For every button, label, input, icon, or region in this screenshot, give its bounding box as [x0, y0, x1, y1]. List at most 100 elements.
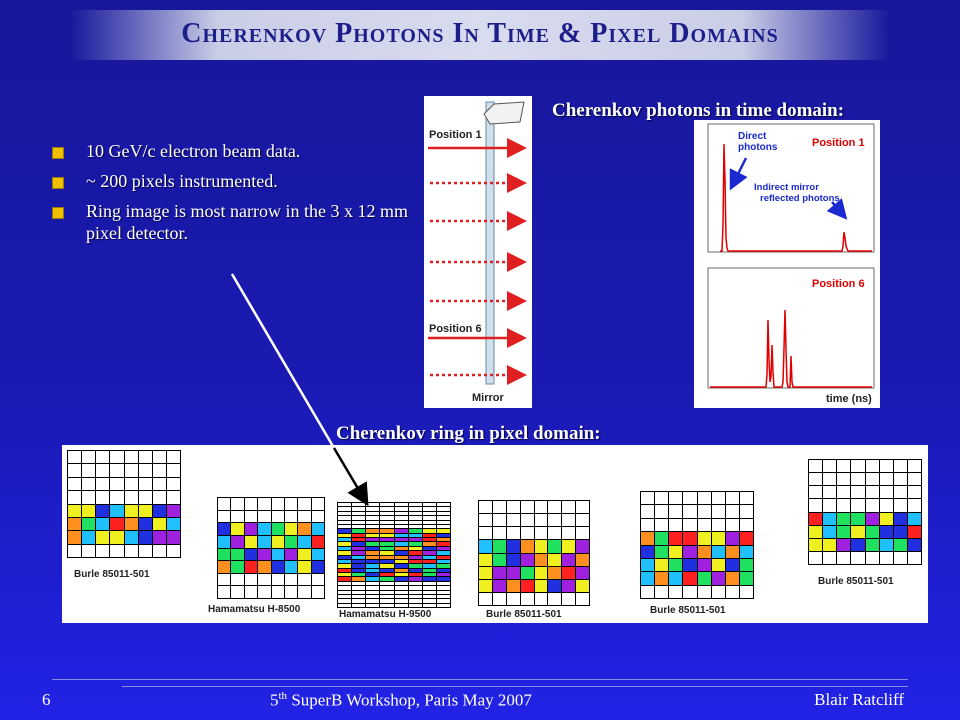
pixel-cell: [231, 498, 244, 510]
pixel-cell: [338, 524, 352, 529]
pixel-cell: [231, 548, 244, 561]
pixel-cell: [366, 551, 380, 555]
pixel-cell: [879, 486, 893, 499]
pixel-cell: [380, 538, 394, 542]
top-hist-series: [720, 143, 872, 252]
pixel-cell: [352, 542, 366, 546]
pixel-cell: [96, 477, 110, 491]
radiator-bar-diagram: Position 1 Position 6 Mirror: [428, 101, 527, 404]
pixel-cell: [352, 516, 366, 520]
pixel-cell: [436, 603, 450, 607]
pixel-cell: [68, 451, 82, 464]
pixel-cell: [366, 511, 380, 516]
pixel-cell: [311, 535, 324, 548]
pixel-cell: [669, 585, 683, 598]
pixel-cell: [138, 517, 152, 531]
pixel-cell: [422, 603, 436, 607]
pixel-cell: [641, 545, 655, 558]
pixel-cell: [725, 585, 739, 598]
pixel-cell: [893, 538, 907, 551]
pixel-cell: [380, 586, 394, 590]
pixel-cell: [408, 555, 422, 559]
pixel-cell: [352, 586, 366, 590]
pixel-cell: [669, 545, 683, 558]
pixel-cell: [520, 566, 534, 579]
pixel-cell: [366, 599, 380, 603]
detector-label: Burle 85011-501: [818, 576, 894, 587]
pixel-cell: [408, 564, 422, 568]
pixel-cell: [548, 579, 562, 592]
pixel-cell: [110, 464, 124, 477]
pixel-cell: [218, 548, 231, 561]
pixel-cell: [352, 581, 366, 586]
pixel-cell: [96, 531, 110, 544]
pixel-cell: [851, 499, 865, 512]
bullet-marker-icon: [52, 207, 64, 219]
pixel-cell: [893, 460, 907, 473]
pixel-cell: [231, 573, 244, 586]
pixel-cell: [907, 460, 921, 473]
pixel-cell: [436, 529, 450, 533]
pixel-cell: [271, 561, 284, 573]
pixel-cell: [394, 586, 408, 590]
pixel-cell: [110, 491, 124, 504]
pixel-cell: [422, 529, 436, 533]
pixel-cell: [548, 514, 562, 527]
pixel-cell: [408, 581, 422, 586]
pixel-cell: [366, 542, 380, 546]
pixel-cell: [352, 538, 366, 542]
pixel-cell: [284, 535, 298, 548]
pixel-cell: [520, 579, 534, 592]
pixel-cell: [408, 594, 422, 599]
pixel-cell: [408, 603, 422, 607]
pixel-cell: [394, 516, 408, 520]
pixel-cell: [218, 573, 231, 586]
pixel-cell: [366, 529, 380, 533]
pixel-cell: [422, 542, 436, 546]
pixel-cell: [697, 585, 711, 598]
pixel-cell: [548, 501, 562, 514]
pixel-cell: [380, 533, 394, 537]
pixel-cell: [809, 512, 823, 525]
pixel-cell: [422, 503, 436, 507]
pixel-cell: [436, 555, 450, 559]
pixel-cell: [311, 573, 324, 586]
pixel-cell: [879, 525, 893, 538]
pixel-cell: [865, 486, 879, 499]
pixel-cell: [380, 511, 394, 516]
pixel-cell: [436, 511, 450, 516]
pixel-cell: [352, 533, 366, 537]
pixel-cell: [436, 533, 450, 537]
pixel-cell: [338, 559, 352, 564]
pixel-cell: [408, 586, 422, 590]
pixel-cell: [271, 548, 284, 561]
pixel-cell: [166, 504, 180, 517]
pixel-cell: [422, 599, 436, 603]
pixel-cell: [244, 498, 258, 510]
pixel-cell: [394, 533, 408, 537]
pixel-cell: [271, 510, 284, 523]
pixel-cell: [851, 460, 865, 473]
pixel-cell: [110, 544, 124, 557]
pixel-cell: [576, 514, 589, 527]
pixel-cell: [422, 577, 436, 581]
pixel-cell: [711, 532, 725, 545]
pixel-cell: [138, 451, 152, 464]
pixel-cell: [68, 491, 82, 504]
pixel-cell: [338, 507, 352, 511]
pixel-map-hamamatsu-9500: [337, 502, 451, 608]
pointer-arrow-white: [230, 273, 336, 449]
pixel-cell: [244, 561, 258, 573]
pixel-cell: [138, 531, 152, 544]
pixel-cell: [669, 532, 683, 545]
pixel-cell: [711, 492, 725, 505]
pixel-cell: [422, 581, 436, 586]
pixel-cell: [244, 510, 258, 523]
pixel-cell: [258, 573, 271, 586]
pixel-cell: [408, 577, 422, 581]
pixel-cell: [865, 460, 879, 473]
pixel-cell: [422, 559, 436, 564]
pixel-cell: [534, 592, 548, 605]
pixel-cell: [284, 573, 298, 586]
pixel-cell: [138, 504, 152, 517]
